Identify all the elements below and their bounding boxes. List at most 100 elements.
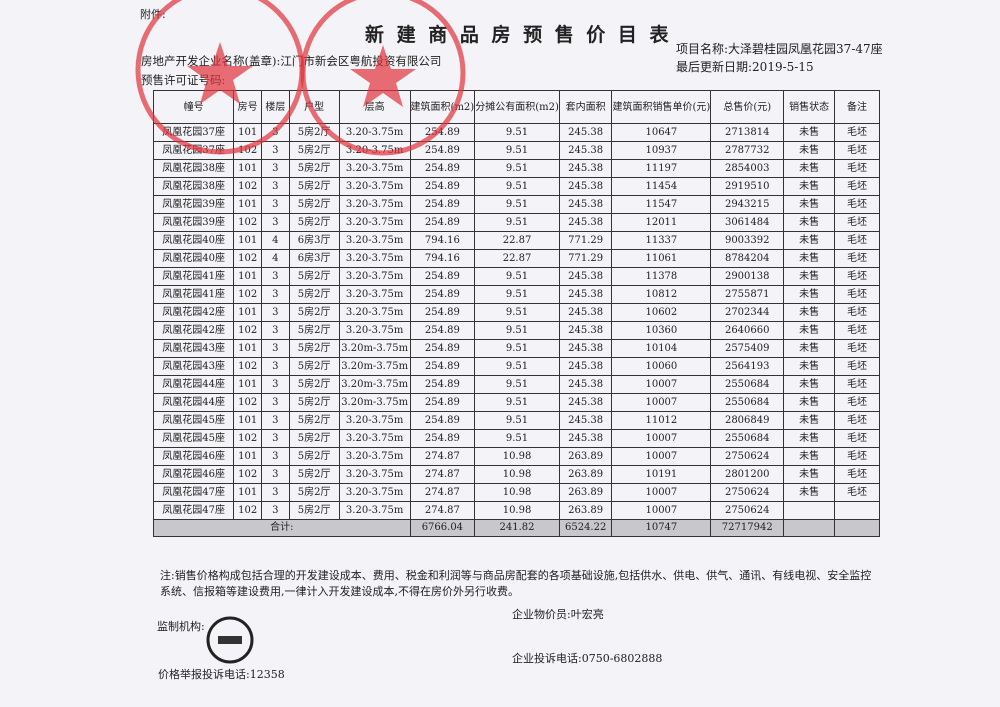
table-cell: 2787732 <box>710 141 785 160</box>
table-cell: 102 <box>233 249 263 268</box>
table-cell: 9.51 <box>474 213 560 232</box>
table-cell: 11061 <box>611 249 712 268</box>
table-cell: 101 <box>233 267 263 286</box>
table-cell: 凤凰花园37座 <box>152 141 235 160</box>
table-cell: 263.89 <box>558 447 613 466</box>
table-cell: 245.38 <box>558 213 613 232</box>
table-cell: 10647 <box>611 123 712 142</box>
table-row: 凤凰花园43座 102 3 5房2厅 3.20m-3.75m 254.89 9.51 245.… <box>152 357 880 376</box>
table-cell: 未售 <box>783 213 836 232</box>
table-cell: 794.16 <box>409 231 476 250</box>
table-cell: 101 <box>233 375 263 394</box>
table-cell: 3 <box>261 159 290 178</box>
table-cell: 5房2厅 <box>288 447 340 466</box>
table-cell: 11337 <box>611 231 712 250</box>
table-cell: 3 <box>261 375 290 394</box>
table-cell: 未售 <box>783 375 836 394</box>
table-cell: 4 <box>261 249 290 268</box>
table-cell: 毛坯 <box>834 285 880 304</box>
table-cell: 274.87 <box>409 447 476 466</box>
table-cell: 794.16 <box>409 249 476 268</box>
column-header: 分摊公有面积(m2) <box>474 90 560 124</box>
table-row: 凤凰花园45座 102 3 5房2厅 3.20-3.75m 254.89 9.51 245.3… <box>152 429 880 448</box>
table-cell: 5房2厅 <box>288 159 340 178</box>
table-cell: 10.98 <box>474 465 560 484</box>
table-cell: 10007 <box>611 429 712 448</box>
table-cell: 2750624 <box>710 501 785 520</box>
table-cell: 3 <box>261 321 290 340</box>
company-hotline: 企业投诉电话:0750-6802888 <box>512 652 663 665</box>
table-cell: 2755871 <box>710 285 785 304</box>
table-row: 凤凰花园42座 101 3 5房2厅 3.20-3.75m 254.89 9.51 245.3… <box>152 303 880 322</box>
table-cell: 771.29 <box>558 231 613 250</box>
table-cell: 2702344 <box>710 303 785 322</box>
table-cell: 2806849 <box>710 411 785 430</box>
table-cell: 254.89 <box>409 393 476 412</box>
table-cell: 102 <box>233 465 263 484</box>
table-cell: 凤凰花园46座 <box>152 447 235 466</box>
table-cell: 2564193 <box>710 357 785 376</box>
updated-label: 最后更新日期: <box>676 60 753 74</box>
column-header: 房号 <box>233 90 263 124</box>
table-cell: 毛坯 <box>834 141 880 160</box>
project-value: 大泽碧桂园凤凰花园37-47座 <box>728 42 883 56</box>
total-price: 72717942 <box>710 519 785 537</box>
table-cell: 毛坯 <box>834 195 880 214</box>
table-cell: 102 <box>233 321 263 340</box>
table-cell: 254.89 <box>409 339 476 358</box>
table-row: 凤凰花园40座 101 4 6房3厅 3.20-3.75m 794.16 22.87 771.… <box>152 231 880 250</box>
table-cell: 11197 <box>611 159 712 178</box>
complaint-hotline: 价格举报投诉电话:12358 <box>158 668 285 681</box>
table-cell: 2713814 <box>710 123 785 142</box>
table-cell: 5房2厅 <box>288 303 340 322</box>
table-cell: 254.89 <box>409 123 476 142</box>
table-cell: 2550684 <box>710 429 785 448</box>
table-cell: 5房2厅 <box>288 123 340 142</box>
table-cell: 102 <box>233 141 263 160</box>
table-cell: 263.89 <box>558 501 613 520</box>
table-cell: 3.20-3.75m <box>338 195 411 214</box>
table-cell: 2550684 <box>710 393 785 412</box>
table-cell: 254.89 <box>409 285 476 304</box>
table-cell: 22.87 <box>474 249 560 268</box>
table-cell: 5房2厅 <box>288 321 340 340</box>
table-cell: 245.38 <box>558 177 613 196</box>
table-cell: 102 <box>233 393 263 412</box>
table-cell: 9.51 <box>474 267 560 286</box>
table-cell: 102 <box>233 501 263 520</box>
table-cell: 未售 <box>783 483 836 502</box>
table-cell: 9.51 <box>474 159 560 178</box>
table-cell: 9.51 <box>474 411 560 430</box>
column-header: 建筑面积销售单价(元) <box>611 90 712 124</box>
table-cell: 245.38 <box>558 285 613 304</box>
table-cell: 6房3厅 <box>288 231 340 250</box>
table-cell: 274.87 <box>409 483 476 502</box>
table-cell: 毛坯 <box>834 429 880 448</box>
price-table: 幢号 房号 楼层 户型 层高 建筑面积(m2) 分摊公有面积(m2) 套内面积 建筑面积销售单价… <box>152 90 880 537</box>
table-cell: 未售 <box>783 303 836 322</box>
table-cell: 263.89 <box>558 465 613 484</box>
table-cell: 10812 <box>611 285 712 304</box>
table-cell: 5房2厅 <box>288 411 340 430</box>
table-cell: 10937 <box>611 141 712 160</box>
table-row: 凤凰花园37座 101 3 5房2厅 3.20-3.75m 254.89 9.51 245.3… <box>152 123 880 142</box>
column-header: 备注 <box>834 90 880 124</box>
table-cell: 254.89 <box>409 357 476 376</box>
table-row: 凤凰花园39座 101 3 5房2厅 3.20-3.75m 254.89 9.51 245.3… <box>152 195 880 214</box>
table-cell: 3.20-3.75m <box>338 231 411 250</box>
column-header: 楼层 <box>261 90 290 124</box>
table-cell: 凤凰花园41座 <box>152 267 235 286</box>
table-cell: 3.20m-3.75m <box>338 393 411 412</box>
table-cell: 245.38 <box>558 321 613 340</box>
table-cell: 2900138 <box>710 267 785 286</box>
table-cell: 凤凰花园39座 <box>152 195 235 214</box>
table-cell: 101 <box>233 411 263 430</box>
table-cell: 9.51 <box>474 195 560 214</box>
table-cell: 未售 <box>783 267 836 286</box>
table-cell: 3.20-3.75m <box>338 501 411 520</box>
table-cell: 254.89 <box>409 141 476 160</box>
table-cell: 3 <box>261 141 290 160</box>
table-cell: 2919510 <box>710 177 785 196</box>
table-cell: 5房2厅 <box>288 177 340 196</box>
table-row: 凤凰花园44座 101 3 5房2厅 3.20m-3.75m 254.89 9.51 245.… <box>152 375 880 394</box>
